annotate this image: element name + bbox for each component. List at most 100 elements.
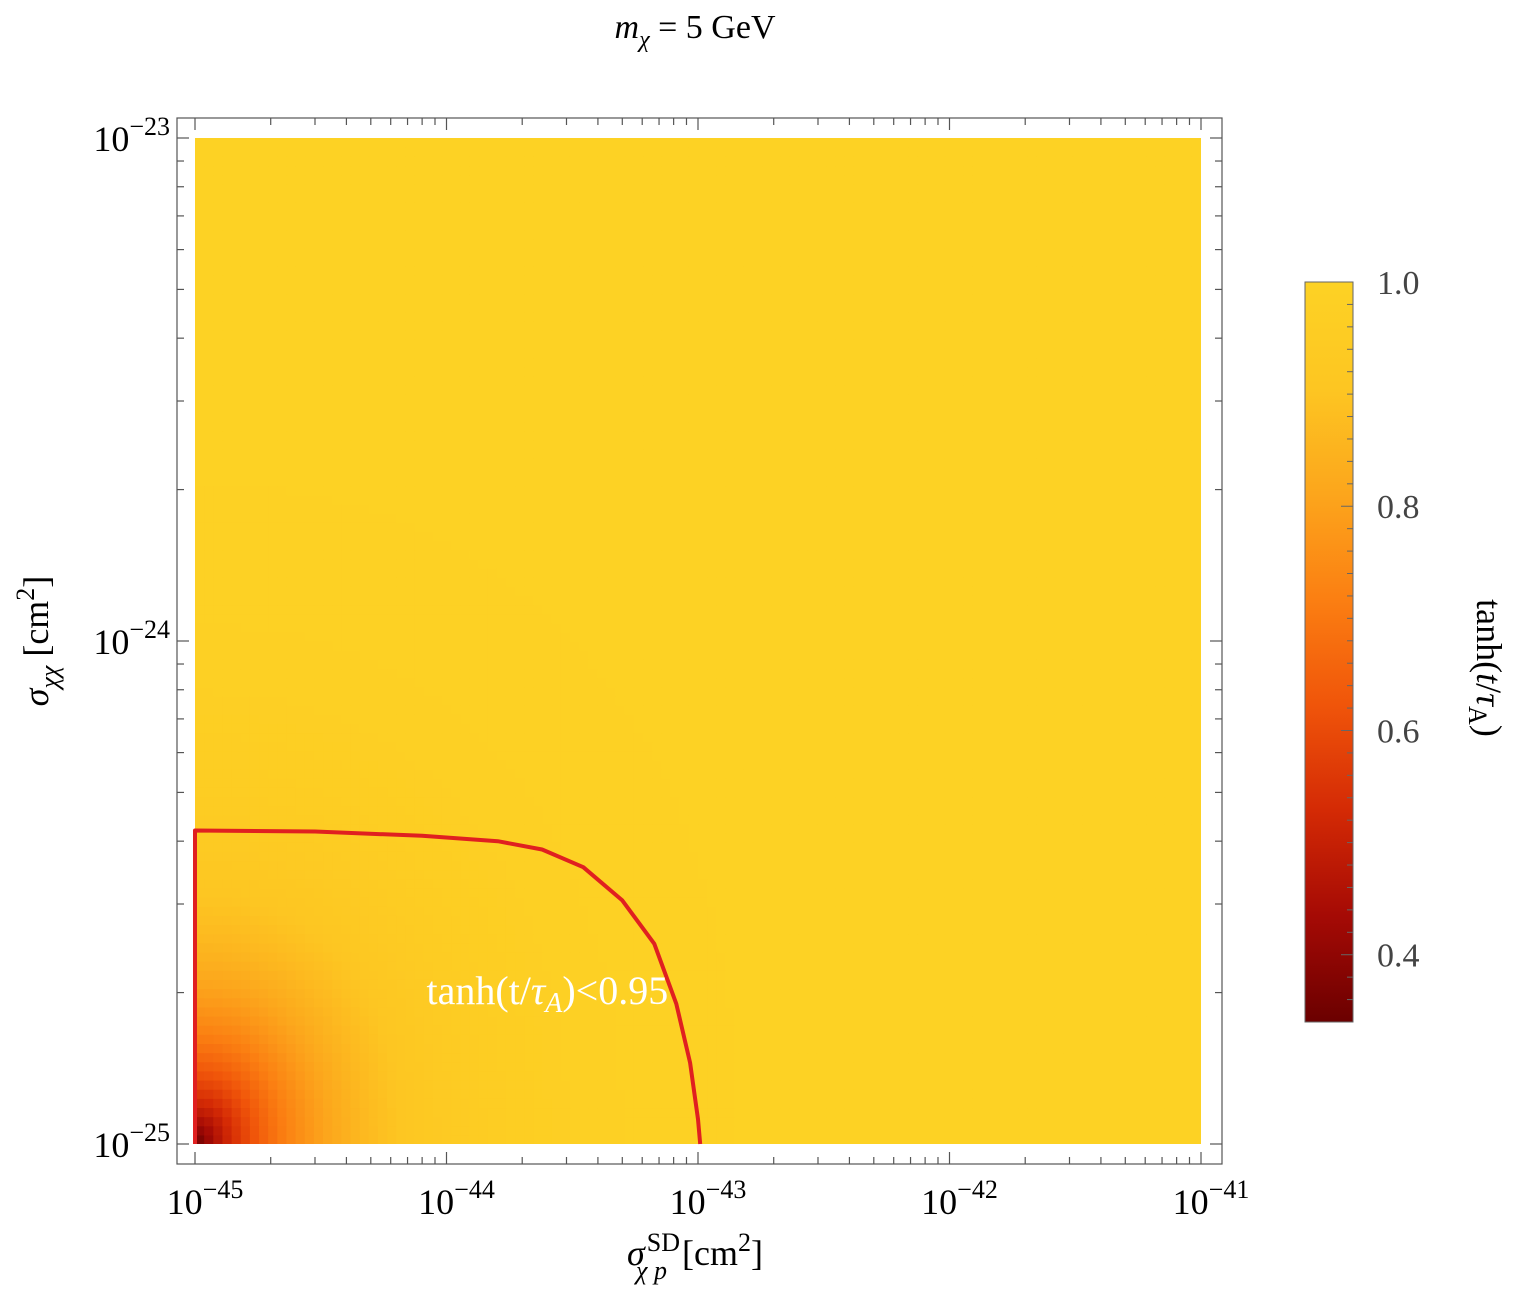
- heatmap-cell: [240, 979, 251, 990]
- heatmap-cell: [807, 924, 818, 935]
- heatmap-cell: [460, 750, 470, 761]
- heatmap-cell: [295, 878, 306, 889]
- heatmap-cell: [569, 823, 580, 834]
- heatmap-cell: [798, 750, 809, 761]
- heatmap-cell: [286, 851, 297, 862]
- heatmap-cell: [954, 1070, 964, 1081]
- heatmap-cell: [195, 741, 205, 752]
- heatmap-cell: [469, 1070, 480, 1081]
- heatmap-cell: [780, 951, 791, 962]
- heatmap-cell: [1109, 860, 1120, 871]
- heatmap-cell: [643, 869, 653, 880]
- heatmap-cell: [478, 796, 489, 807]
- heatmap-cell: [688, 942, 699, 953]
- heatmap-cell: [597, 979, 608, 990]
- heatmap-cell: [1091, 1034, 1101, 1044]
- heatmap-cell: [826, 750, 836, 761]
- heatmap-cell: [762, 970, 772, 980]
- heatmap-cell: [643, 814, 653, 825]
- heatmap-cell: [743, 988, 754, 999]
- heatmap-cell: [816, 942, 827, 953]
- heatmap-cell: [752, 1079, 763, 1090]
- heatmap-cell: [515, 951, 525, 962]
- heatmap-cell: [899, 1107, 909, 1118]
- heatmap-cell: [515, 805, 525, 816]
- heatmap-cell: [1018, 979, 1028, 990]
- heatmap-cell: [633, 933, 644, 944]
- heatmap-cell: [1191, 796, 1201, 807]
- heatmap-cell: [286, 1025, 297, 1035]
- heatmap-cell: [862, 1034, 873, 1044]
- heatmap-cell: [505, 970, 516, 980]
- heatmap-cell: [633, 1125, 644, 1136]
- heatmap-cell: [780, 1079, 791, 1090]
- heatmap-cell: [862, 1070, 873, 1081]
- heatmap-cell: [972, 897, 983, 907]
- heatmap-cell: [277, 1125, 288, 1136]
- heatmap-cell: [359, 887, 370, 898]
- heatmap-cell: [487, 759, 498, 770]
- heatmap-cell: [1118, 1043, 1129, 1054]
- heatmap-cell: [368, 1125, 379, 1136]
- heatmap-cell: [1118, 970, 1129, 980]
- heatmap-cell: [359, 915, 370, 926]
- heatmap-cell: [533, 878, 544, 889]
- heatmap-cell: [871, 906, 882, 916]
- heatmap-cell: [752, 1116, 763, 1127]
- heatmap-cell: [1072, 823, 1083, 834]
- heatmap-cell: [1127, 1025, 1138, 1035]
- heatmap-cell: [679, 759, 690, 770]
- heatmap-cell: [807, 915, 818, 926]
- heatmap-cell: [332, 1025, 342, 1035]
- heatmap-cell: [533, 823, 544, 834]
- heatmap-cell: [195, 1107, 205, 1118]
- heatmap-cell: [204, 951, 214, 962]
- heatmap-cell: [615, 1089, 626, 1099]
- heatmap-cell: [652, 1134, 663, 1144]
- heatmap-cell: [999, 1089, 1010, 1099]
- heatmap-cell: [899, 750, 909, 761]
- heatmap-cell: [551, 1052, 562, 1063]
- heatmap-cell: [597, 1107, 608, 1118]
- heatmap-cell: [313, 869, 324, 880]
- heatmap-cell: [277, 1116, 288, 1127]
- heatmap-cell: [990, 860, 1001, 871]
- heatmap-cell: [332, 887, 342, 898]
- heatmap-cell: [414, 851, 425, 862]
- heatmap-cell: [533, 970, 544, 980]
- heatmap-cell: [1027, 732, 1037, 743]
- heatmap-cell: [963, 1089, 973, 1099]
- heatmap-cell: [871, 915, 882, 926]
- heatmap-cell: [871, 988, 882, 999]
- heatmap-cell: [295, 741, 306, 752]
- heatmap-cell: [1054, 951, 1065, 962]
- heatmap-cell: [798, 1006, 809, 1017]
- heatmap-cell: [1063, 842, 1074, 852]
- heatmap-cell: [515, 878, 525, 889]
- heatmap-cell: [1136, 842, 1147, 852]
- heatmap-cell: [789, 796, 800, 807]
- heatmap-cell: [981, 851, 992, 862]
- heatmap-cell: [405, 1061, 416, 1072]
- heatmap-cell: [341, 951, 352, 962]
- heatmap-cell: [826, 1034, 836, 1044]
- heatmap-cell: [579, 915, 589, 926]
- heatmap-cell: [588, 814, 598, 825]
- heatmap-cell: [999, 1107, 1010, 1118]
- heatmap-cell: [451, 915, 461, 926]
- heatmap-cell: [359, 723, 370, 734]
- heatmap-cell: [972, 1098, 983, 1109]
- heatmap-cell: [972, 1079, 983, 1090]
- heatmap-cell: [624, 979, 635, 990]
- heatmap-cell: [505, 1125, 516, 1136]
- heatmap-cell: [432, 1043, 443, 1054]
- heatmap-cell: [926, 924, 937, 935]
- heatmap-cell: [807, 796, 818, 807]
- heatmap-cell: [826, 887, 836, 898]
- heatmap-cell: [259, 878, 269, 889]
- heatmap-cell: [698, 924, 708, 935]
- heatmap-cell: [707, 878, 717, 889]
- heatmap-cell: [405, 924, 416, 935]
- heatmap-cell: [606, 897, 617, 907]
- heatmap-cell: [259, 1061, 269, 1072]
